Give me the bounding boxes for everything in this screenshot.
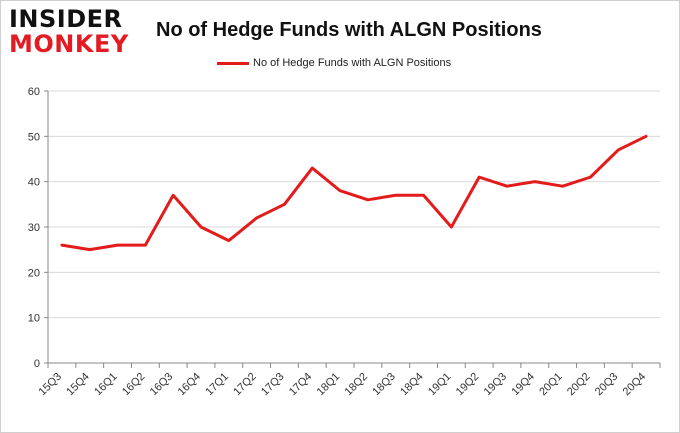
x-tick-label: 20Q1	[537, 371, 565, 399]
y-tick-label: 40	[28, 177, 40, 189]
y-tick-label: 0	[34, 358, 40, 370]
x-tick-label: 16Q1	[92, 371, 120, 399]
x-tick-label: 16Q2	[120, 371, 148, 399]
y-tick-label: 50	[28, 131, 40, 143]
x-tick-label: 18Q1	[315, 371, 343, 399]
x-tick-label: 15Q4	[64, 371, 92, 399]
x-tick-label: 18Q4	[398, 371, 426, 399]
y-tick-label: 20	[28, 267, 40, 279]
logo-line-2: MONKEY	[9, 30, 129, 58]
y-tick-label: 30	[28, 222, 40, 234]
x-tick-label: 18Q3	[370, 371, 398, 399]
x-tick-label: 19Q1	[426, 371, 454, 399]
x-tick-label: 18Q2	[343, 371, 371, 399]
chart-title: No of Hedge Funds with ALGN Positions	[156, 19, 542, 41]
insider-monkey-logo: INSIDER MONKEY	[9, 7, 129, 56]
legend-label: No of Hedge Funds with ALGN Positions	[253, 57, 452, 69]
y-tick-label: 10	[28, 313, 40, 325]
y-tick-label: 60	[28, 86, 40, 98]
x-tick-label: 16Q4	[176, 371, 204, 399]
x-tick-label: 20Q2	[565, 371, 593, 399]
x-tick-label: 20Q4	[621, 371, 649, 399]
x-tick-label: 15Q3	[37, 371, 65, 399]
x-tick-label: 19Q3	[482, 371, 510, 399]
x-tick-label: 19Q4	[509, 371, 537, 399]
x-tick-label: 17Q4	[287, 371, 315, 399]
x-tick-label: 19Q2	[454, 371, 482, 399]
chart-legend: No of Hedge Funds with ALGN Positions	[217, 57, 451, 69]
legend-swatch	[217, 61, 249, 65]
x-tick-label: 17Q3	[259, 371, 287, 399]
x-tick-label: 20Q3	[593, 371, 621, 399]
series-line	[60, 134, 648, 252]
x-tick-label: 17Q2	[231, 371, 259, 399]
x-tick-label: 16Q3	[148, 371, 176, 399]
logo-line-1: INSIDER	[9, 5, 123, 33]
x-tick-label: 17Q1	[203, 371, 231, 399]
